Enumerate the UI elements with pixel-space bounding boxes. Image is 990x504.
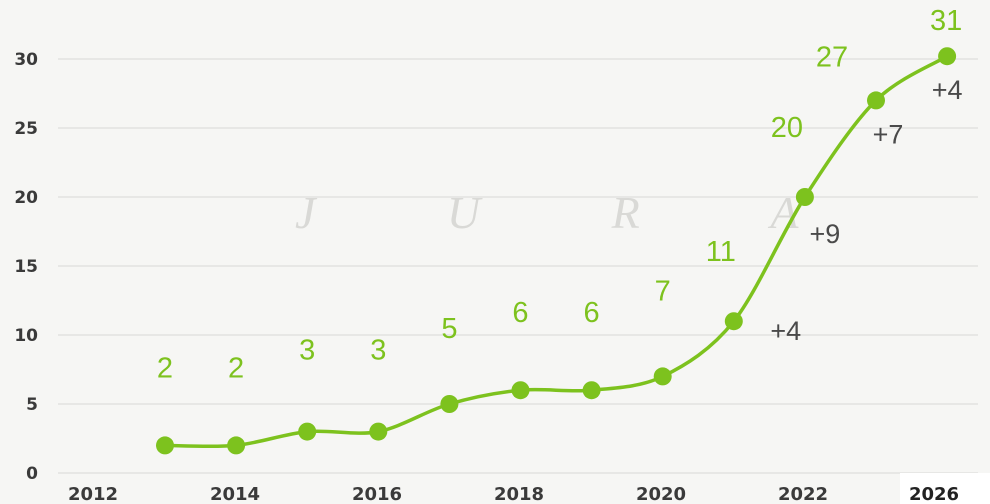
value-label: 7 [655,275,671,307]
delta-label: +7 [873,119,904,149]
data-point [369,422,388,441]
grid-lines [58,58,978,474]
series-line [163,54,949,449]
data-point [724,312,743,331]
y-tick-label: 0 [26,464,38,484]
y-tick-label: 30 [14,50,38,70]
data-points [156,47,957,455]
value-label: 2 [228,352,244,384]
y-tick-label: 10 [14,326,38,346]
delta-labels: +4 +9 +7 +4 [770,75,962,346]
delta-label: +4 [770,316,801,346]
x-tick-label: 2012 [68,484,118,504]
y-tick-label: 25 [14,119,38,139]
data-point [156,436,174,455]
data-point [511,381,530,400]
data-point [938,47,957,66]
value-label: 20 [771,112,803,144]
value-label: 2 [157,352,173,384]
value-label: 31 [930,5,962,37]
value-label: 27 [816,41,848,73]
data-point [795,188,814,206]
delta-label: +4 [932,75,963,105]
value-label: 5 [441,313,457,345]
data-point [867,91,885,110]
value-label: 3 [299,335,315,367]
data-point [227,436,246,455]
x-tick-label: 2016 [352,484,402,504]
data-point [582,381,601,400]
data-point [298,422,317,441]
y-tick-label: 15 [14,257,38,277]
x-tick-box [900,473,990,504]
x-tick-label: 2026 [909,484,959,504]
value-label: 6 [584,297,600,329]
value-label: 11 [706,236,736,268]
x-tick-label: 2014 [210,484,260,504]
data-point [653,367,672,386]
y-axis-ticks: 0 5 10 15 20 25 30 [14,50,38,484]
background-watermark: J U R A [295,187,859,238]
data-point [440,395,459,413]
y-tick-label: 20 [14,188,38,208]
x-tick-label: 2020 [636,484,686,504]
x-axis-ticks: 2012 2014 2016 2018 2020 2022 2026 [68,473,990,504]
delta-label: +9 [810,219,841,249]
x-tick-label: 2018 [494,484,544,504]
value-label: 6 [512,297,528,329]
y-tick-label: 5 [26,395,38,415]
x-tick-label: 2022 [778,484,828,504]
value-labels: 2 2 3 3 5 6 6 7 11 20 27 31 [157,5,962,384]
value-label: 3 [370,335,386,367]
